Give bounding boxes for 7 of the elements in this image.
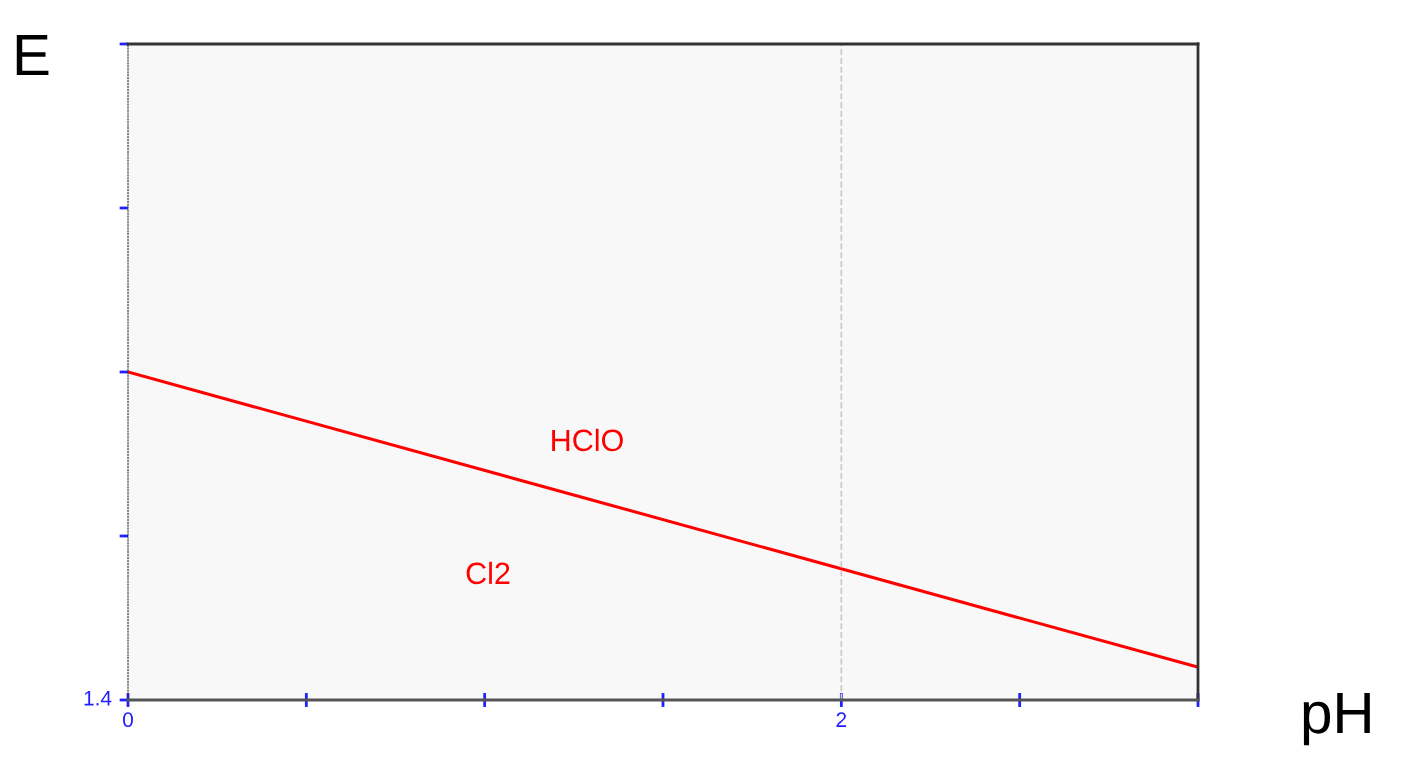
- annotation: Cl2: [466, 561, 510, 585]
- x-axis-title: pH: [1303, 692, 1370, 746]
- text: E: [16, 34, 49, 76]
- x-tick-label: 2: [836, 712, 847, 727]
- x-tick-label: 0: [123, 712, 133, 728]
- annotation: HClO: [552, 428, 623, 452]
- text: 1.4: [84, 691, 112, 706]
